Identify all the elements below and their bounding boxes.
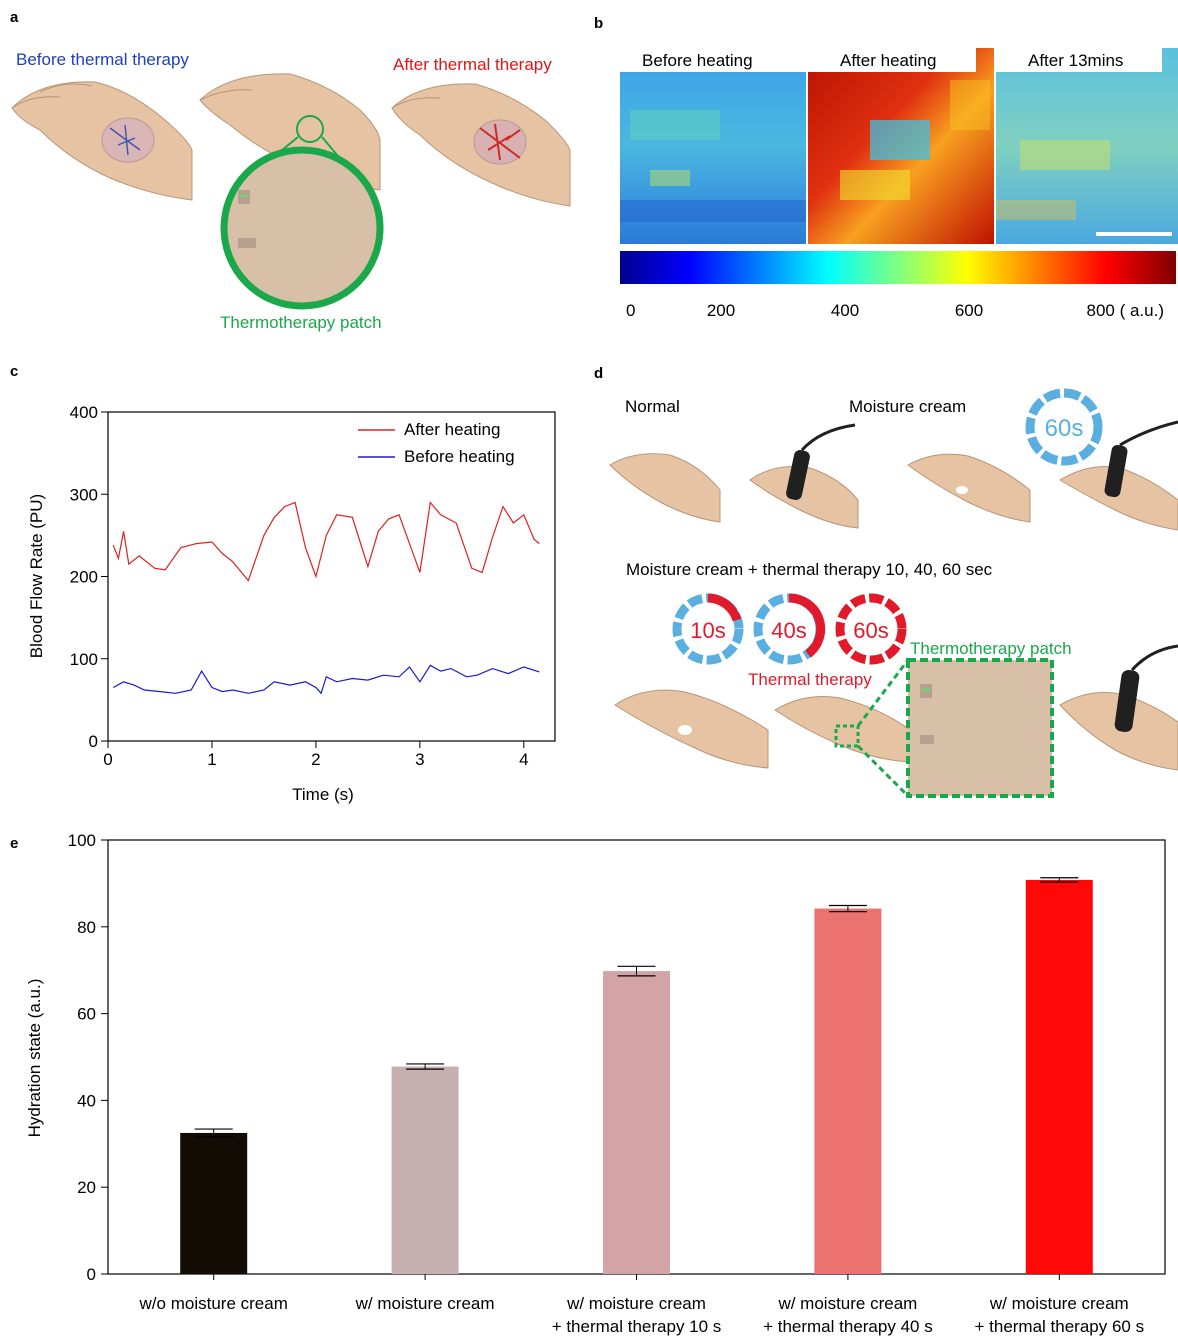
y-tick-label: 100	[70, 650, 98, 669]
bar	[814, 908, 882, 1274]
patch-spot-circle	[296, 115, 324, 143]
panel-d-label: d	[594, 365, 603, 382]
hand-after-illustration	[391, 83, 571, 207]
hand-before-illustration	[11, 81, 193, 201]
colorbar-tick: 200	[707, 301, 735, 320]
panel-d-illustration: d Normal Moisture cream 60s Moisture cre…	[594, 365, 1178, 798]
timer-40s: 40s	[753, 593, 826, 665]
category-label: + thermal therapy 40 s	[763, 1317, 933, 1336]
vein-area-before	[101, 117, 155, 163]
thermotherapy-patch-zoom	[220, 146, 384, 310]
heatmap-label-before: Before heating	[642, 51, 753, 70]
thermotherapy-patch-label-d: Thermotherapy patch	[910, 639, 1072, 658]
timer-60s-text: 60s	[853, 618, 888, 643]
series-line-before-heating	[112, 664, 540, 695]
bar	[1025, 879, 1093, 1274]
normal-label: Normal	[625, 397, 680, 416]
patch-zoom-square	[906, 658, 1054, 798]
panel-a: a Before thermal therapy After thermal t…	[0, 0, 590, 340]
bar	[391, 1066, 459, 1274]
y-tick-label: 400	[70, 403, 98, 422]
category-label: + thermal therapy 10 s	[552, 1317, 722, 1336]
panel-a-label: a	[10, 9, 19, 26]
panel-a-illustration: a Before thermal therapy After thermal t…	[10, 9, 571, 332]
y-tick-label: 60	[77, 1005, 96, 1024]
panel-b: b Before heating After heating After 13m…	[590, 0, 1178, 340]
colorbar-tick: 0	[626, 301, 635, 320]
x-tick-label: 1	[207, 750, 216, 769]
y-tick-label: 300	[70, 485, 98, 504]
after-therapy-label: After thermal therapy	[393, 55, 552, 74]
timer-40s-text: 40s	[771, 618, 806, 643]
category-label: w/ moisture cream	[355, 1294, 495, 1313]
hand-probe-bottom-illustration	[1059, 644, 1178, 771]
heatmap-label-after: After heating	[840, 51, 936, 70]
before-therapy-label: Before thermal therapy	[16, 50, 189, 69]
series-line-after-heating	[112, 501, 540, 582]
y-tick-label: 100	[68, 831, 96, 850]
bar	[603, 971, 670, 1274]
heatmap-label-13mins: After 13mins	[1028, 51, 1123, 70]
category-label: w/o moisture cream	[139, 1294, 288, 1313]
chart-c-ylabel: Blood Flow Rate (PU)	[27, 494, 46, 658]
timer-60s-top: 60s	[1025, 388, 1103, 466]
y-tick-label: 40	[77, 1091, 96, 1110]
hand-cream-illustration	[907, 453, 1031, 523]
panel-b-heatmaps: b Before heating After heating After 13m…	[594, 15, 1178, 320]
category-label: w/ moisture cream	[777, 1294, 917, 1313]
timer-60s: 60s	[835, 593, 907, 665]
y-tick-label: 20	[77, 1178, 96, 1197]
panel-b-label: b	[594, 15, 603, 32]
chart-c-legend: After heating Before heating	[358, 420, 515, 466]
hydration-chart: e Hydration state (a.u.) 0 20 40 60 80 100 w/o…	[10, 831, 1166, 1336]
hand-patch-illustration	[199, 73, 384, 310]
x-tick-label: 4	[519, 750, 528, 769]
hand-normal-illustration	[609, 453, 721, 523]
panel-d: d Normal Moisture cream 60s Moisture cre…	[590, 350, 1178, 820]
hand-cream-bottom-illustration	[614, 689, 769, 769]
x-tick-label: 2	[311, 750, 320, 769]
bar	[180, 1132, 248, 1274]
category-label: w/ moisture cream	[989, 1294, 1129, 1313]
panel-c: c 0 1 2 3 4 0 100 200 300 400 Time (s) Blood Flow…	[0, 350, 590, 820]
thermal-therapy-label: Thermal therapy	[748, 670, 872, 689]
chart-e-ylabel: Hydration state (a.u.)	[25, 979, 44, 1138]
timer-10s: 10s	[672, 593, 744, 665]
legend-after-heating: After heating	[404, 420, 500, 439]
panel-e-label: e	[10, 835, 18, 852]
thermotherapy-patch-label: Thermotherapy patch	[220, 313, 382, 332]
category-label: w/ moisture cream	[566, 1294, 706, 1313]
colorbar-tick: 400	[831, 301, 859, 320]
timer-top-text: 60s	[1045, 415, 1084, 442]
hand-probe-illustration	[749, 423, 859, 529]
hand-cream-probe-illustration	[1059, 420, 1178, 531]
colorbar-tick: 600	[955, 301, 983, 320]
panel-e: e Hydration state (a.u.) 0 20 40 60 80 100 w/o…	[0, 826, 1178, 1336]
category-label: + thermal therapy 60 s	[974, 1317, 1144, 1336]
chart-c-xlabel: Time (s)	[292, 785, 354, 804]
y-tick-label: 80	[77, 918, 96, 937]
timer-10s-text: 10s	[690, 618, 725, 643]
colorbar-tick: 800 ( a.u.)	[1087, 301, 1165, 320]
hand-patch-bottom-illustration	[774, 658, 1054, 798]
x-tick-label: 0	[103, 750, 112, 769]
y-tick-label: 0	[89, 732, 98, 751]
panel-c-label: c	[10, 363, 18, 380]
combo-therapy-label: Moisture cream + thermal therapy 10, 40,…	[626, 560, 993, 579]
blood-flow-chart: c 0 1 2 3 4 0 100 200 300 400 Time (s) Blood Flow…	[10, 363, 556, 804]
x-tick-label: 3	[415, 750, 424, 769]
y-tick-label: 200	[70, 568, 98, 587]
y-tick-label: 0	[87, 1265, 96, 1284]
colorbar	[620, 251, 1176, 284]
moisture-cream-label: Moisture cream	[849, 397, 966, 416]
legend-before-heating: Before heating	[404, 447, 515, 466]
